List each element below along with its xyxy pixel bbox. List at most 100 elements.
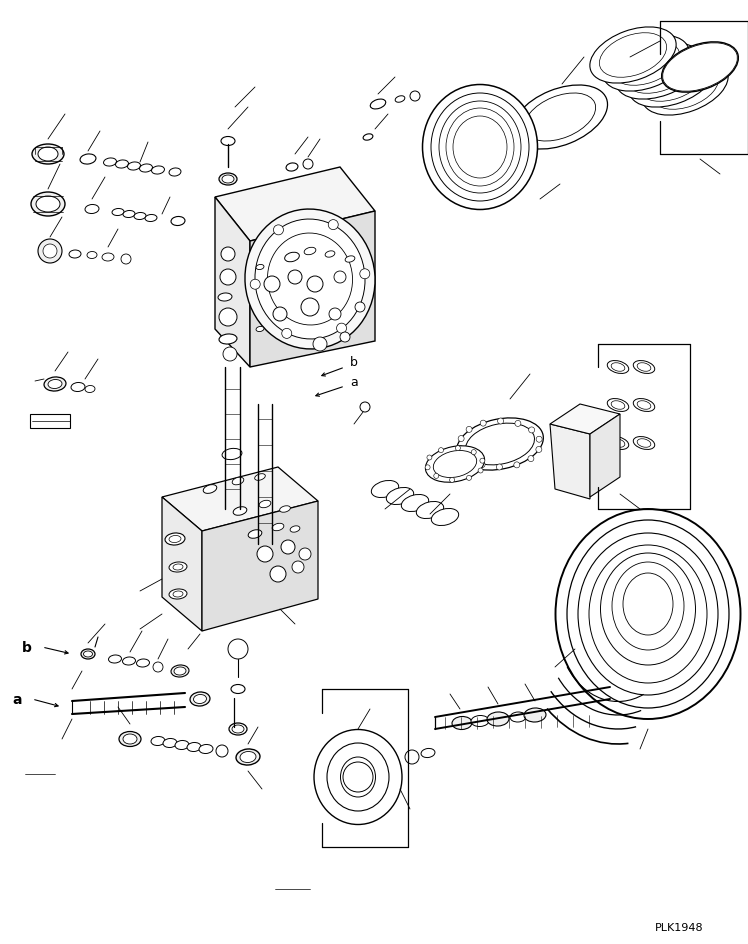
Ellipse shape [137, 659, 150, 667]
Polygon shape [202, 501, 318, 632]
Ellipse shape [32, 144, 64, 165]
Circle shape [301, 298, 319, 316]
Ellipse shape [370, 100, 386, 110]
Ellipse shape [637, 439, 651, 447]
Ellipse shape [421, 749, 435, 758]
Ellipse shape [637, 401, 651, 410]
Ellipse shape [638, 58, 705, 102]
Circle shape [536, 447, 542, 453]
Circle shape [497, 418, 503, 425]
Ellipse shape [169, 563, 187, 572]
Ellipse shape [327, 743, 389, 811]
Ellipse shape [589, 546, 707, 683]
Ellipse shape [623, 573, 673, 635]
Circle shape [334, 272, 346, 284]
Ellipse shape [173, 591, 183, 598]
Ellipse shape [471, 716, 489, 727]
Ellipse shape [199, 745, 213, 753]
Ellipse shape [431, 93, 529, 202]
Circle shape [216, 745, 228, 757]
Circle shape [219, 309, 237, 327]
Ellipse shape [36, 196, 60, 212]
Ellipse shape [285, 253, 299, 262]
Ellipse shape [524, 708, 546, 722]
Ellipse shape [190, 692, 210, 706]
Circle shape [471, 450, 476, 455]
Ellipse shape [123, 211, 135, 218]
Ellipse shape [256, 327, 264, 332]
Ellipse shape [232, 725, 244, 733]
Circle shape [425, 465, 430, 470]
Circle shape [38, 240, 62, 263]
Ellipse shape [165, 533, 185, 546]
Polygon shape [550, 405, 620, 434]
Circle shape [343, 762, 373, 792]
Ellipse shape [268, 234, 352, 326]
Ellipse shape [174, 667, 186, 675]
Ellipse shape [611, 363, 625, 372]
Ellipse shape [245, 210, 375, 349]
Ellipse shape [601, 553, 696, 666]
Ellipse shape [625, 50, 693, 94]
Ellipse shape [81, 649, 95, 659]
Circle shape [264, 277, 280, 293]
Ellipse shape [256, 472, 274, 482]
Ellipse shape [637, 363, 651, 372]
Ellipse shape [363, 135, 373, 141]
Circle shape [273, 308, 287, 322]
Polygon shape [215, 198, 250, 367]
Ellipse shape [340, 757, 375, 797]
Ellipse shape [218, 294, 232, 302]
Ellipse shape [314, 730, 402, 825]
Polygon shape [162, 497, 202, 632]
Circle shape [529, 428, 535, 433]
Ellipse shape [634, 399, 654, 412]
Ellipse shape [510, 712, 526, 722]
Ellipse shape [169, 169, 181, 177]
Polygon shape [590, 414, 620, 497]
Circle shape [121, 255, 131, 264]
Ellipse shape [151, 736, 165, 746]
Ellipse shape [31, 193, 65, 217]
Circle shape [450, 478, 455, 483]
Circle shape [223, 347, 237, 362]
Ellipse shape [465, 424, 535, 465]
Ellipse shape [134, 213, 146, 220]
Circle shape [458, 436, 465, 442]
Ellipse shape [611, 401, 625, 410]
Ellipse shape [512, 86, 607, 150]
Ellipse shape [345, 257, 355, 262]
Circle shape [465, 456, 471, 462]
Ellipse shape [611, 439, 625, 447]
Ellipse shape [634, 362, 654, 374]
Ellipse shape [236, 750, 260, 766]
Ellipse shape [229, 723, 247, 735]
Polygon shape [162, 467, 318, 531]
Circle shape [467, 476, 471, 480]
Ellipse shape [662, 42, 738, 93]
Ellipse shape [524, 93, 595, 142]
Ellipse shape [453, 117, 507, 178]
Circle shape [282, 329, 292, 339]
Text: PLK1948: PLK1948 [655, 922, 704, 932]
Ellipse shape [590, 28, 676, 84]
Ellipse shape [402, 495, 429, 512]
Ellipse shape [642, 59, 728, 116]
Circle shape [480, 459, 485, 464]
Circle shape [270, 566, 286, 582]
Circle shape [307, 277, 323, 293]
Ellipse shape [232, 478, 244, 485]
Circle shape [405, 750, 419, 765]
Ellipse shape [256, 265, 264, 270]
Ellipse shape [325, 251, 335, 258]
Circle shape [303, 160, 313, 170]
Circle shape [497, 464, 503, 470]
Ellipse shape [187, 743, 201, 751]
Ellipse shape [433, 451, 476, 478]
Ellipse shape [280, 506, 290, 513]
Ellipse shape [259, 500, 271, 508]
Ellipse shape [456, 418, 543, 471]
Ellipse shape [123, 734, 137, 744]
Ellipse shape [417, 502, 444, 519]
Ellipse shape [85, 205, 99, 214]
